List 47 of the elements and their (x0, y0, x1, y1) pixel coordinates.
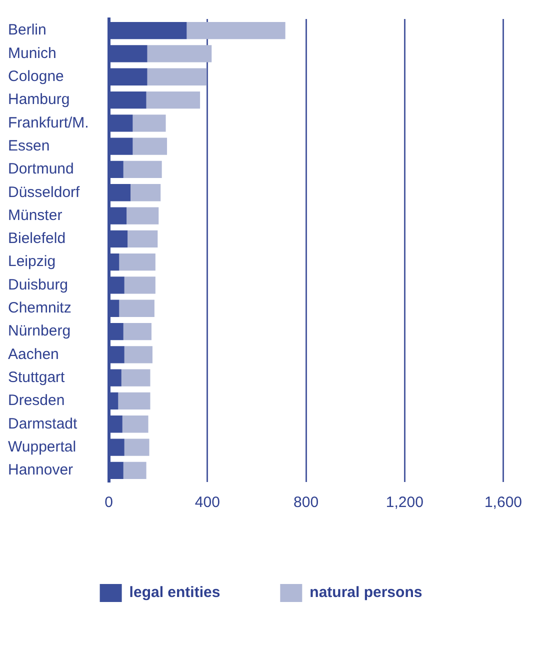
y-tick-label: Bielefeld (8, 230, 66, 248)
bar (123, 160, 162, 178)
bar (126, 207, 159, 224)
bar (147, 45, 212, 62)
y-tick-label: Dortmund (8, 160, 74, 178)
bar (119, 254, 156, 271)
bar (124, 346, 152, 364)
y-tick-label: Wuppertal (8, 438, 76, 456)
y-tick-label: Darmstadt (8, 415, 78, 432)
x-tick-label: 400 (194, 494, 220, 512)
y-tick-label: Nürnberg (8, 322, 71, 340)
y-tick-label: Frankfurt/M. (8, 114, 89, 132)
bar (132, 138, 168, 155)
x-tick-label: 1,200 (386, 494, 424, 512)
y-tick-label: Hamburg (8, 91, 70, 108)
y-tick-label: Chemnitz (8, 300, 72, 317)
y-tick-label: Leipzig (8, 253, 56, 270)
x-tick-label: 1,600 (484, 494, 522, 512)
y-tick-label: Düsseldorf (8, 184, 81, 201)
bar (121, 369, 150, 386)
y-tick-label: Münster (8, 206, 62, 224)
bar (128, 230, 158, 248)
bar (118, 392, 150, 410)
y-tick-label: Cologne (8, 68, 64, 86)
bar (146, 91, 200, 109)
x-tick-label: 0 (104, 494, 114, 512)
bar (132, 114, 166, 132)
bar (147, 68, 207, 86)
bar (122, 416, 148, 433)
y-tick-label: Aachen (8, 346, 59, 363)
legend-label: natural persons (310, 584, 422, 602)
bar (123, 462, 146, 479)
y-tick-label: Dresden (8, 392, 65, 410)
bar (124, 438, 150, 456)
bar (130, 184, 161, 202)
bar (186, 22, 286, 40)
y-tick-label: Berlin (8, 22, 46, 39)
y-tick-label: Duisburg (8, 276, 68, 294)
y-tick-label: Stuttgart (8, 368, 66, 386)
y-tick-label: Essen (8, 137, 50, 154)
bar (119, 300, 154, 317)
bar (124, 276, 156, 294)
y-tick-label: Hannover (8, 462, 74, 479)
bar (123, 322, 152, 340)
x-tick-label: 800 (294, 494, 319, 512)
y-tick-label: Munich (8, 44, 56, 62)
legend-label: legal entities (129, 584, 220, 602)
